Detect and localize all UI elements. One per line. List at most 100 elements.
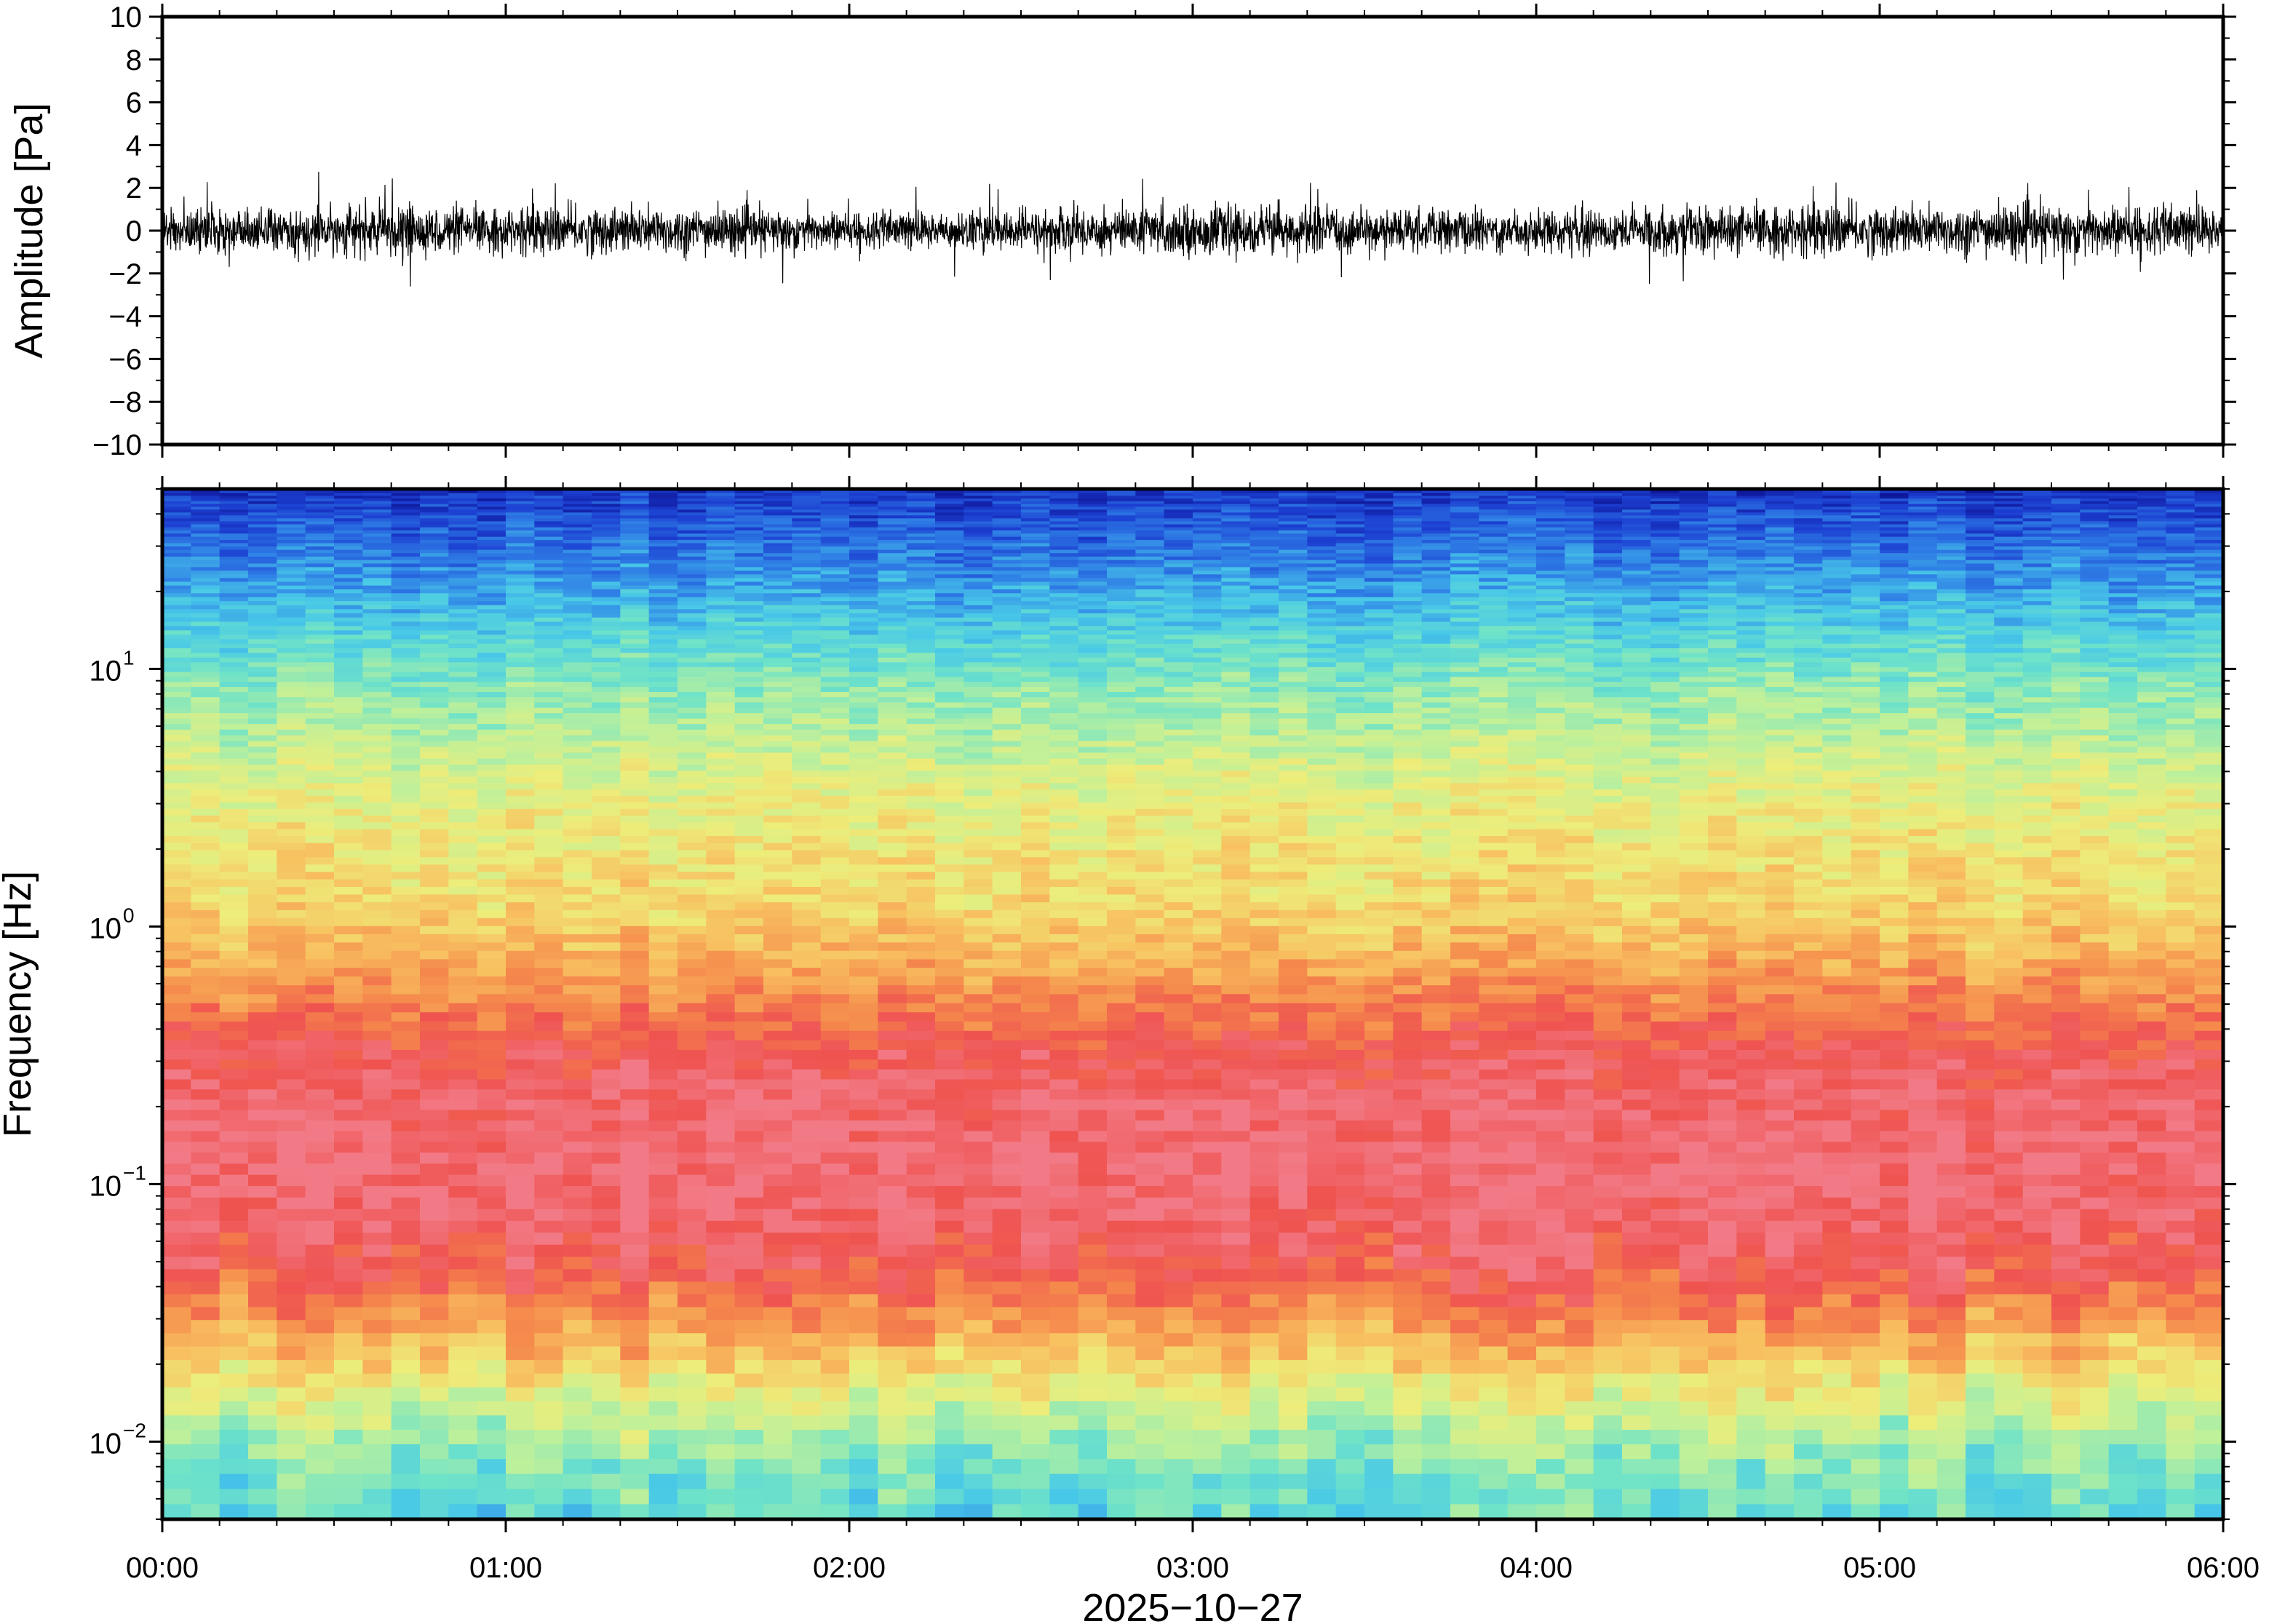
spectrogram-cell <box>448 984 478 995</box>
spectrogram-cell <box>820 542 850 547</box>
spectrogram-cell <box>534 879 564 887</box>
spectrogram-cell <box>477 520 506 525</box>
spectrogram-cell <box>1049 1503 1079 1520</box>
spectrogram-cell <box>648 1088 678 1100</box>
spectrogram-cell <box>448 1078 478 1090</box>
spectrogram-cell <box>448 879 478 887</box>
spectrogram-cell <box>1049 1268 1079 1282</box>
spectrogram-cell <box>992 1099 1022 1110</box>
spectrogram-cell <box>820 717 850 725</box>
spectrogram-cell <box>792 634 822 640</box>
spectrogram-cell <box>248 1332 277 1347</box>
spectrogram-cell <box>648 976 678 986</box>
spectrogram-cell <box>162 566 191 571</box>
spectrogram-cell <box>677 856 707 865</box>
spectrogram-cell <box>534 967 564 977</box>
spectrogram-cell <box>219 729 249 736</box>
spectrogram-cell <box>1107 893 1136 903</box>
spectrogram-cell <box>763 795 792 803</box>
spectrogram-cell <box>563 1003 592 1013</box>
spectrogram-cell <box>420 600 449 605</box>
spectrogram-cell <box>248 681 277 688</box>
spectrogram-cell <box>906 621 936 626</box>
spectrogram-cell <box>448 712 478 719</box>
spectrogram-cell <box>706 776 736 784</box>
spectrogram-cell <box>706 501 736 504</box>
spectrogram-cell <box>763 864 792 872</box>
spectrogram-cell <box>191 585 220 589</box>
spectrogram-cell <box>448 934 478 943</box>
spectrogram-cell <box>162 1306 191 1321</box>
spectrogram-cell <box>706 1163 736 1175</box>
spectrogram-cell <box>277 1345 306 1361</box>
spectrogram-cell <box>849 643 878 648</box>
spectrogram-cell <box>648 958 678 968</box>
spectrogram-cell <box>334 1003 363 1013</box>
spectrogram-cell <box>849 879 878 887</box>
spectrogram-cell <box>935 613 964 618</box>
spectrogram-cell <box>734 1268 764 1282</box>
spectrogram-cell <box>963 1401 993 1416</box>
spectrogram-cell <box>362 976 392 986</box>
spectrogram-cell <box>534 1109 564 1121</box>
spectrogram-cell <box>734 815 764 823</box>
spectrogram-cell <box>248 950 277 960</box>
spectrogram-cell <box>391 821 421 829</box>
spectrogram-cell <box>391 581 421 586</box>
spectrogram-cell <box>362 1373 392 1388</box>
spectrogram-cell <box>878 1401 907 1416</box>
spectrogram-cell <box>563 1152 592 1164</box>
spectrogram-cell <box>935 828 964 837</box>
spectrogram-cell <box>792 958 822 968</box>
spectrogram-cell <box>305 707 335 714</box>
spectrogram-cell <box>506 1069 535 1080</box>
spectrogram-cell <box>391 770 421 777</box>
spectrogram-cell <box>792 1163 822 1175</box>
spectrogram-cell <box>734 691 764 698</box>
spectrogram-cell <box>648 589 678 594</box>
spectrogram-cell <box>706 585 736 589</box>
spectrogram-cell <box>734 634 764 640</box>
spectrogram-cell <box>592 758 621 765</box>
spectrogram-cell <box>248 984 277 995</box>
spectrogram-cell <box>305 1294 335 1307</box>
spectrogram-cell <box>219 776 249 784</box>
spectrogram-cell <box>534 764 564 771</box>
spectrogram-cell <box>935 1488 964 1505</box>
spectrogram-cell <box>592 1152 621 1164</box>
spectrogram-cell <box>162 1021 191 1031</box>
spectrogram-cell <box>677 746 707 753</box>
spectrogram-cell <box>162 527 191 531</box>
spectrogram-cell <box>963 1059 993 1070</box>
spectrogram-cell <box>248 573 277 578</box>
spectrogram-cell <box>734 828 764 837</box>
spectrogram-cell <box>1049 734 1079 741</box>
spectrogram-cell <box>448 643 478 648</box>
spectrogram-cell <box>648 556 678 560</box>
spectrogram-cell <box>506 625 535 631</box>
spectrogram-cell <box>305 828 335 837</box>
spectrogram-cell <box>1021 776 1050 784</box>
spectrogram-cell <box>362 585 392 589</box>
spectrogram-cell <box>677 608 707 613</box>
spectrogram-cell <box>849 740 878 747</box>
spectrogram-cell <box>906 849 936 858</box>
spectrogram-cell <box>677 1030 707 1040</box>
spectrogram-cell <box>792 729 822 736</box>
spectrogram-cell <box>219 1473 249 1489</box>
spectrogram-cell <box>1049 600 1079 605</box>
spectrogram-cell <box>648 671 678 677</box>
spectrogram-cell <box>878 1003 907 1013</box>
spectrogram-cell <box>191 643 220 648</box>
spectrogram-cell <box>448 1244 478 1257</box>
spectrogram-cell <box>1107 495 1136 499</box>
spectrogram-cell <box>248 1268 277 1282</box>
spectrogram-cell <box>1021 1232 1050 1245</box>
spectrogram-cell <box>277 815 306 823</box>
spectrogram-cell <box>677 546 707 550</box>
spectrogram-cell <box>792 600 822 605</box>
spectrogram-cell <box>391 676 421 682</box>
spectrogram-cell <box>277 666 306 672</box>
spectrogram-cell <box>219 808 249 816</box>
spectrogram-cell <box>935 652 964 658</box>
